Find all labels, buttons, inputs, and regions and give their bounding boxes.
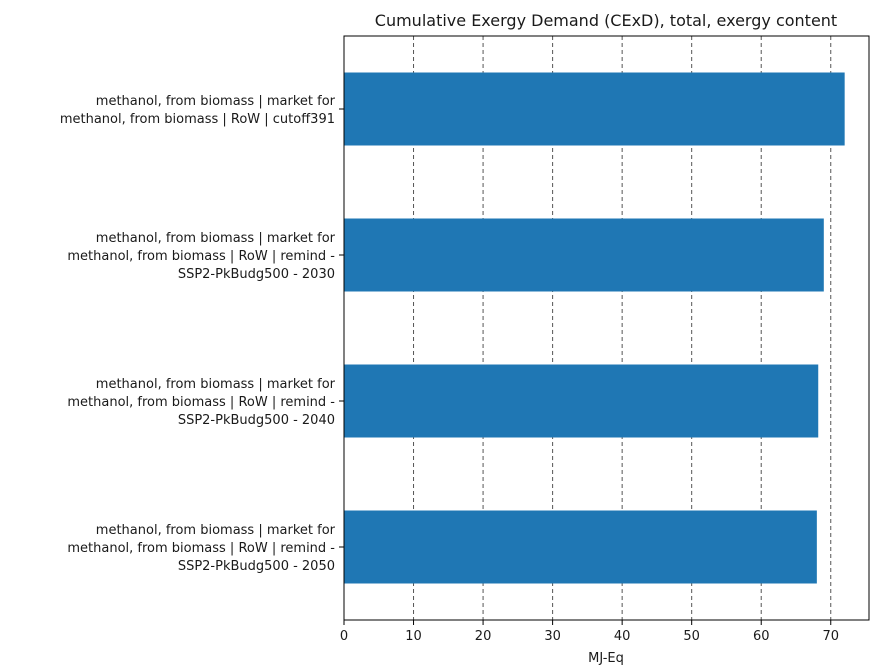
x-tick-label: 30	[544, 629, 561, 644]
y-tick-label: methanol, from biomass | RoW | remind -	[67, 249, 335, 264]
y-axis-ticks: methanol, from biomass | market for metha…	[60, 94, 344, 574]
bar	[344, 72, 845, 146]
x-tick-label: 60	[753, 629, 770, 644]
bars	[344, 72, 845, 584]
plot-frame	[343, 35, 870, 621]
chart-title: Cumulative Exergy Demand (CExD), total, …	[375, 11, 837, 30]
y-tick-label: methanol, from biomass | RoW | cutoff391	[60, 112, 335, 127]
y-tick-label: methanol, from biomass | market for	[96, 377, 336, 392]
x-axis-ticks: 0 10 20 30 40 50 60 70	[340, 620, 839, 644]
x-tick-label: 70	[822, 629, 839, 644]
y-tick-label: SSP2-PkBudg500 - 2050	[178, 559, 335, 574]
y-tick-label: SSP2-PkBudg500 - 2030	[178, 267, 335, 282]
y-tick-label: methanol, from biomass | market for	[96, 231, 336, 246]
x-tick-label: 20	[475, 629, 492, 644]
y-tick-label: methanol, from biomass | RoW | remind -	[67, 395, 335, 410]
x-tick-label: 10	[405, 629, 422, 644]
x-tick-label: 50	[683, 629, 700, 644]
y-tick-label: methanol, from biomass | market for	[96, 523, 336, 538]
bar	[344, 510, 817, 584]
y-tick-label: SSP2-PkBudg500 - 2040	[178, 413, 335, 428]
x-axis-label: MJ-Eq	[588, 651, 624, 666]
y-tick-label: methanol, from biomass | RoW | remind -	[67, 541, 335, 556]
bar	[344, 218, 824, 292]
x-tick-label: 0	[340, 629, 348, 644]
bar	[344, 364, 819, 438]
y-tick-label: methanol, from biomass | market for	[96, 94, 336, 109]
x-tick-label: 40	[614, 629, 631, 644]
